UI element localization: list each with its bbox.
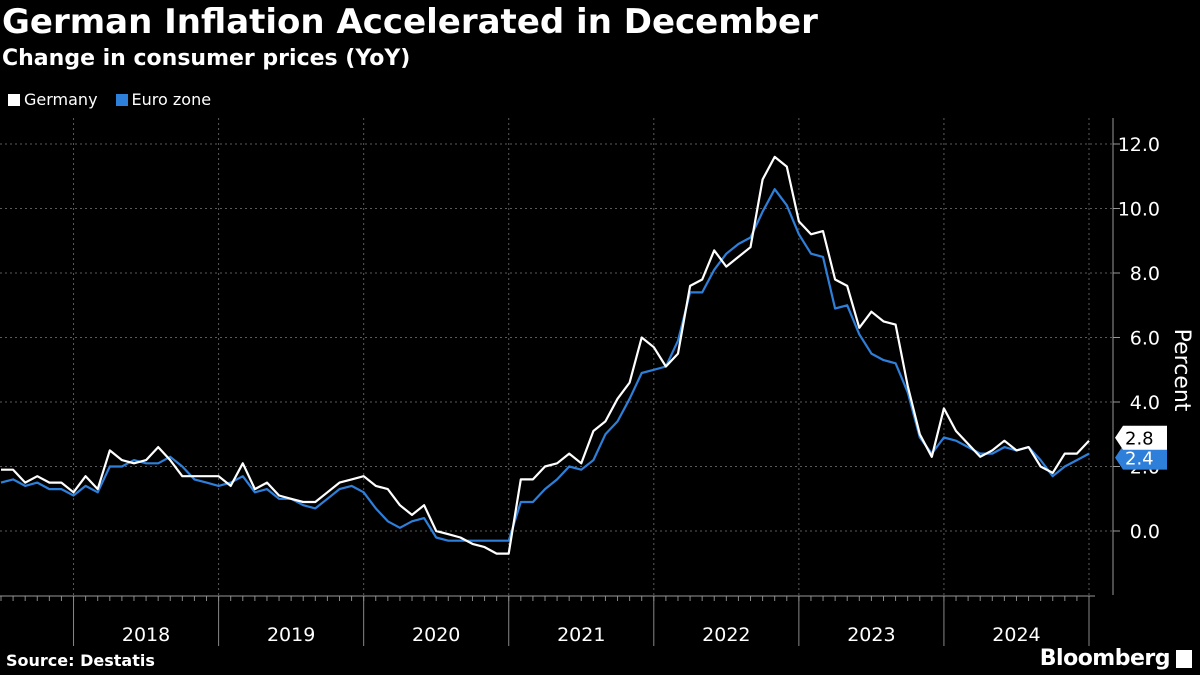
end-label-germany: 2.8 — [1125, 429, 1154, 450]
y-axis-label: Percent — [1169, 329, 1194, 412]
end-label-bg-euro-zone — [1115, 445, 1167, 470]
legend-item-euro-zone: Euro zone — [115, 90, 212, 109]
x-year-label: 2018 — [122, 624, 170, 646]
end-label-bg-germany — [1115, 425, 1167, 450]
bloomberg-logo-icon — [1176, 650, 1192, 668]
end-label-euro-zone: 2.4 — [1125, 449, 1154, 470]
legend: Germany Euro zone — [8, 90, 211, 109]
series-line-euro-zone — [0, 188, 1090, 542]
y-tick-label: 10.0 — [1118, 199, 1160, 221]
legend-swatch-euro-zone — [115, 93, 128, 106]
x-year-label: 2023 — [847, 624, 895, 646]
x-year-label: 2021 — [557, 624, 605, 646]
x-year-label: 2019 — [267, 624, 315, 646]
x-year-label: 2022 — [702, 624, 750, 646]
legend-swatch-germany — [8, 93, 20, 106]
bloomberg-logo: Bloomberg — [1039, 646, 1171, 671]
y-tick-label: 0.0 — [1130, 521, 1160, 543]
source-note: Source: Destatis — [6, 651, 155, 670]
y-tick-label: 12.0 — [1118, 134, 1160, 156]
chart-title: German Inflation Accelerated in December — [2, 2, 818, 42]
x-year-label: 2024 — [992, 624, 1040, 646]
legend-label-euro-zone: Euro zone — [131, 90, 212, 109]
y-tick-label: 4.0 — [1130, 392, 1160, 414]
y-tick-label: 6.0 — [1130, 328, 1160, 350]
x-year-label: 2020 — [412, 624, 460, 646]
legend-label-germany: Germany — [24, 90, 98, 109]
y-tick-label: 8.0 — [1130, 263, 1160, 285]
legend-item-germany: Germany — [8, 90, 98, 109]
chart-subtitle: Change in consumer prices (YoY) — [2, 46, 411, 71]
series-line-germany — [1, 155, 1090, 555]
